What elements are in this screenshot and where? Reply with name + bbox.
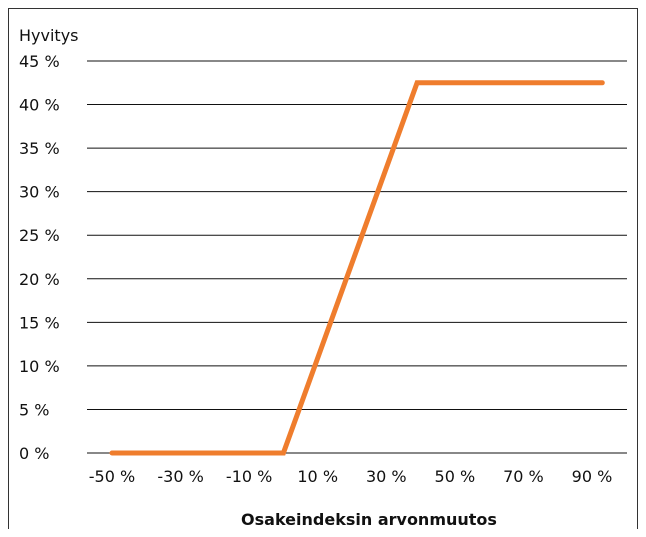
- x-tick-label: 70 %: [503, 467, 544, 486]
- y-tick-label: 20 %: [19, 270, 60, 289]
- x-tick-label: 30 %: [366, 467, 407, 486]
- x-tick-label: 50 %: [435, 467, 476, 486]
- y-tick-label: 35 %: [19, 139, 60, 158]
- y-axis-title: Hyvitys: [19, 26, 79, 45]
- line-chart: 0 % 5 % 10 % 15 % 20 % 25 % 30 % 35 % 40 % 45 % -…: [19, 26, 627, 529]
- x-axis-title: Osakeindeksin arvonmuutos: [241, 510, 497, 529]
- y-tick-label: 30 %: [19, 183, 60, 202]
- chart-frame: 0 % 5 % 10 % 15 % 20 % 25 % 30 % 35 % 40 % 45 % -…: [8, 8, 638, 529]
- x-tick-label: -10 %: [226, 467, 272, 486]
- y-tick-label: 10 %: [19, 357, 60, 376]
- x-tick-label: -50 %: [89, 467, 135, 486]
- y-tick-label: 40 %: [19, 96, 60, 115]
- x-axis-ticks: -50 % -30 % -10 % 10 % 30 % 50 % 70 % 90 %: [89, 467, 613, 486]
- y-tick-label: 45 %: [19, 52, 60, 71]
- grid-lines: [87, 60, 627, 454]
- x-tick-label: -30 %: [157, 467, 203, 486]
- x-tick-label: 90 %: [572, 467, 613, 486]
- x-tick-label: 10 %: [297, 467, 338, 486]
- series-layer: [109, 80, 605, 456]
- y-tick-label: 0 %: [19, 444, 49, 463]
- y-tick-label: 15 %: [19, 313, 60, 332]
- y-tick-label: 5 %: [19, 400, 49, 419]
- y-axis-ticks: 0 % 5 % 10 % 15 % 20 % 25 % 30 % 35 % 40 % 45 %: [19, 52, 60, 463]
- series-line: [109, 80, 605, 456]
- y-tick-label: 25 %: [19, 226, 60, 245]
